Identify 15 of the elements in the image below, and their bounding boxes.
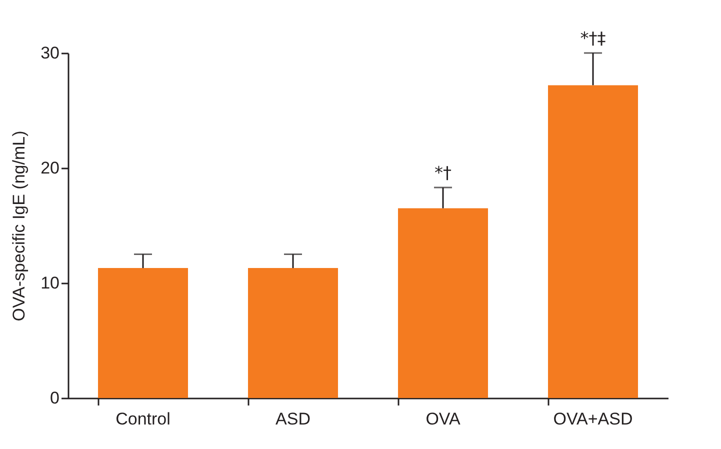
annotation: *† bbox=[434, 164, 452, 184]
bar bbox=[248, 268, 338, 398]
bar bbox=[398, 208, 488, 398]
bar bbox=[98, 268, 188, 398]
x-tick-label: ASD bbox=[276, 410, 310, 428]
y-tick-label: 20 bbox=[40, 158, 60, 178]
annotation: *†‡ bbox=[580, 29, 606, 49]
y-tick-label: 0 bbox=[50, 388, 60, 408]
y-axis-title: OVA-specific IgE (ng/mL) bbox=[10, 130, 29, 322]
x-tick-label: Control bbox=[116, 410, 170, 428]
y-tick-label: 10 bbox=[40, 274, 60, 292]
x-tick-label: OVA bbox=[426, 410, 461, 428]
bar bbox=[548, 85, 638, 398]
y-tick-label: 30 bbox=[40, 44, 60, 62]
x-tick-label: OVA+ASD bbox=[553, 410, 633, 428]
